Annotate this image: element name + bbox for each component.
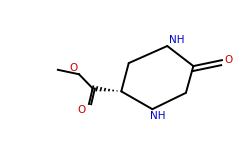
Text: O: O (224, 55, 232, 65)
Text: O: O (78, 105, 86, 115)
Text: O: O (70, 63, 78, 73)
Text: NH: NH (169, 35, 185, 45)
Text: NH: NH (150, 111, 166, 121)
